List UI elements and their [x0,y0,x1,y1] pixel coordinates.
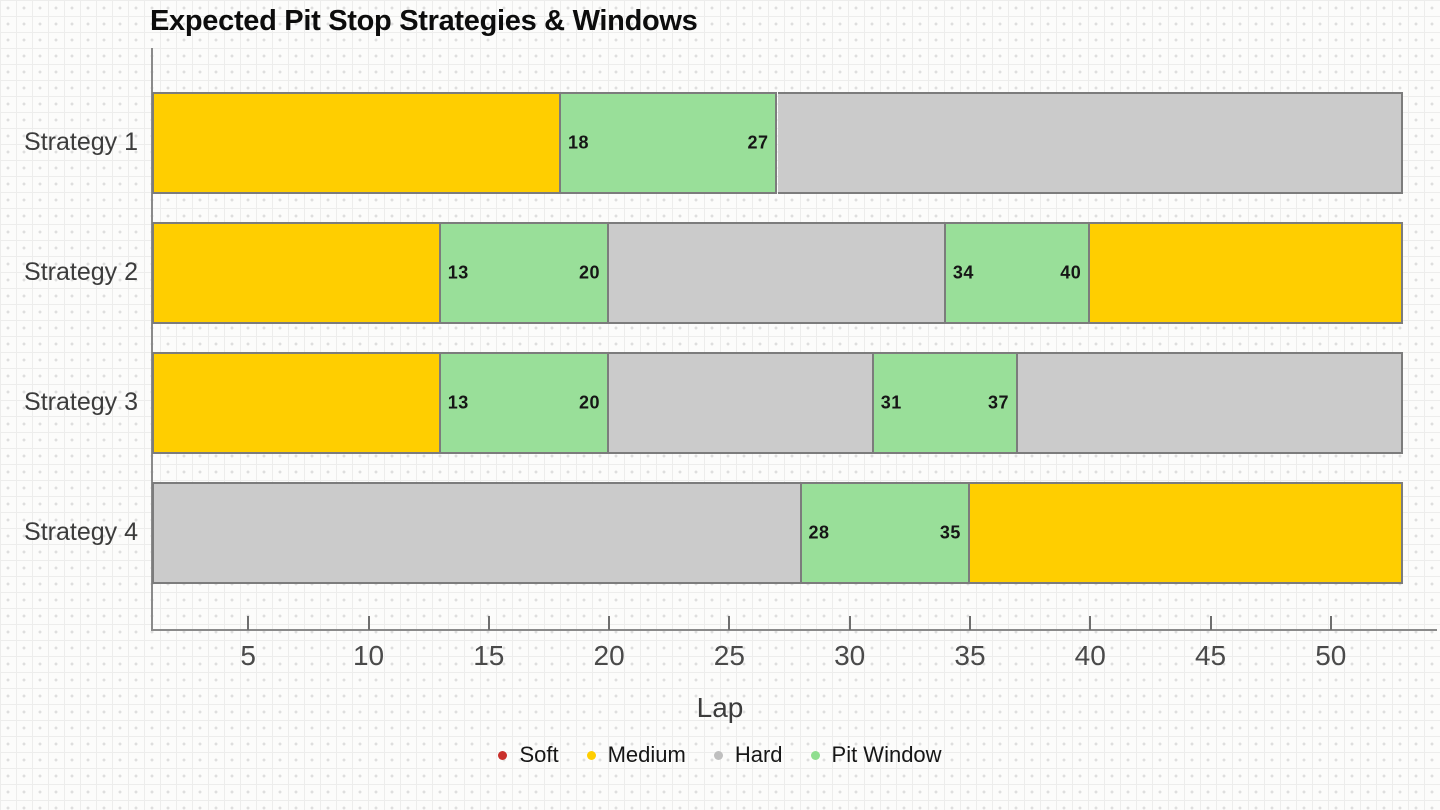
x-axis-tick [728,616,731,630]
bar-segment-hard [609,222,946,324]
x-axis-tick [367,616,370,630]
pit-window-start-lap: 28 [808,522,830,543]
pit-window-end-lap: 27 [747,132,769,153]
chart-title: Expected Pit Stop Strategies & Windows [150,5,698,37]
bar-segment-pit-window: 13 20 [440,222,610,324]
x-axis-tick-label: 50 [1315,640,1347,671]
legend-label: Soft [519,742,559,767]
bar-segment-pit-window: 18 27 [560,92,778,194]
pit-window-end-lap: 35 [939,522,961,543]
row-label-strategy-4: Strategy 4 [24,518,138,546]
y-axis-line [151,48,153,631]
bar-segment-hard [777,92,1403,194]
pit-window-end-lap: 20 [579,262,601,283]
x-axis-tick [487,616,490,630]
x-axis-tick-label: 40 [1074,640,1106,671]
x-axis-tick-label: 25 [713,640,745,671]
pit-window-end-lap: 40 [1060,262,1082,283]
bar-segment-medium [1090,222,1403,324]
bar-segment-pit-window: 13 20 [440,352,610,454]
row-label-strategy-2: Strategy 2 [24,258,138,286]
pit-window-end-lap: 20 [579,392,601,413]
bar-segment-pit-window: 34 40 [945,222,1091,324]
x-axis-tick-label: 10 [352,640,385,671]
legend-item-medium[interactable]: Medium [586,742,686,768]
legend-dot-icon [586,750,596,760]
row-label-strategy-1: Strategy 1 [24,128,138,156]
legend-dot-icon [498,750,508,760]
x-axis-title: Lap [696,692,744,723]
pit-window-start-lap: 18 [567,132,589,153]
bar-segment-medium [152,92,561,194]
legend: Soft Medium Hard Pit Window [0,742,1440,768]
bar-segment-medium [152,352,441,454]
x-axis-tick-label: 20 [593,640,625,671]
pit-window-start-lap: 13 [447,392,469,413]
x-axis-tick-label: 5 [240,640,256,671]
x-axis-tick-label: 35 [954,640,986,671]
x-axis-tick [1329,616,1332,630]
x-axis-tick-label: 15 [473,640,505,671]
pit-window-end-lap: 37 [988,392,1010,413]
x-axis-tick [968,616,971,630]
legend-label: Hard [734,742,783,767]
x-axis-tick [247,616,250,630]
x-axis-line [151,629,1437,631]
bar-segment-pit-window: 28 35 [801,482,970,584]
legend-dot-icon [713,750,723,760]
bar-segment-hard [1018,352,1403,454]
pit-window-start-lap: 34 [952,262,974,283]
x-axis-tick-label: 45 [1194,640,1227,671]
pit-window-start-lap: 31 [880,392,902,413]
bar-segment-hard [609,352,874,454]
row-label-strategy-3: Strategy 3 [24,388,138,416]
legend-item-hard[interactable]: Hard [713,742,783,768]
legend-dot-icon [810,750,820,760]
legend-item-pit-window[interactable]: Pit Window [810,742,942,768]
legend-item-soft[interactable]: Soft [498,742,559,768]
bar-segment-medium [152,222,441,324]
x-axis-tick [1089,616,1092,630]
legend-label: Medium [607,742,686,767]
pit-window-start-lap: 13 [447,262,469,283]
bar-segment-hard [152,482,802,584]
x-axis-tick [1209,616,1212,630]
bar-segment-pit-window: 31 37 [873,352,1019,454]
legend-label: Pit Window [831,742,942,767]
x-axis-tick-label: 30 [834,640,866,671]
x-axis-tick [848,616,851,630]
bar-segment-medium [969,482,1403,584]
x-axis-tick [608,616,611,630]
